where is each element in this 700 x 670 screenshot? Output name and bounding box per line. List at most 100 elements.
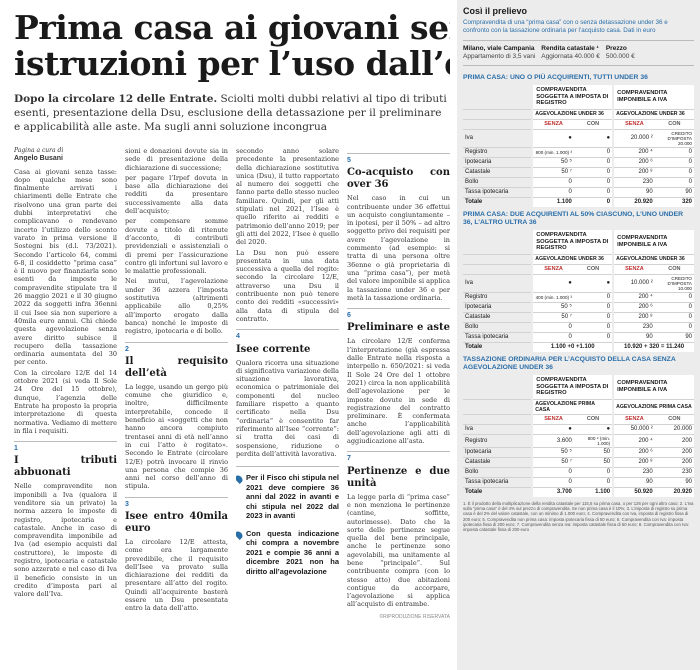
headline-line-1: Prima casa ai giovani senza tasse: (14, 10, 450, 47)
table-row: Iva ● ● 20.000 ² CREDITO D'IMPOSTA 20.000 (463, 129, 694, 148)
cell-value: ● (573, 424, 614, 435)
cell-value: 90 (654, 477, 694, 488)
cell-value: 200 ⁶ (612, 157, 655, 168)
paragraph: per pagare l’Irpef dovuta in base alla d… (125, 173, 228, 216)
article: Prima casa ai giovani senza tasse: istru… (14, 10, 450, 665)
cell-value: 0 (573, 147, 614, 158)
column-group-header: COMPRAVENDITA SOGGETTA A IMPOSTA DI REGI… (531, 230, 614, 255)
cell-value: 3.700 (531, 487, 574, 497)
column-group-header: COMPRAVENDITA IMPONIBILE A IVA (612, 375, 694, 400)
cell-value: 0 (573, 332, 614, 343)
cell-value: 50 (573, 457, 614, 468)
table: COMPRAVENDITA SOGGETTA A IMPOSTA DI REGI… (463, 230, 694, 352)
cell-value: 0 (654, 302, 694, 313)
info-label: Milano, viale Campania (463, 45, 535, 52)
row-label: Iva (463, 274, 533, 293)
highlight-text: Con questa indicazione chi compra a nove… (246, 528, 339, 576)
table-row: Bollo 0 0 230 0 (463, 322, 694, 333)
row-label: Tassa ipotecaria (463, 332, 533, 343)
senza-con-header: CON (654, 264, 694, 275)
article-columns: Pagina a cura di Angelo Busani Casa ai g… (14, 147, 450, 665)
row-label: Bollo (463, 322, 533, 333)
cell-value: 200 ⁸ (612, 457, 655, 468)
table-row: Iva ● ● 50.000 ² 20.000 (463, 424, 694, 435)
row-label: Iva (463, 424, 533, 435)
table-row: Bollo 0 0 230 0 (463, 177, 694, 188)
senza-con-header: CON (573, 264, 614, 275)
paragraph: Nel caso in cui un contribuente under 36… (347, 194, 450, 302)
info-price: Prezzo 500.000 € (606, 45, 641, 61)
cell-value: 0 (531, 322, 574, 333)
drop-icon (236, 474, 244, 485)
table-row: Tassa ipotecaria 0 0 90 90 (463, 187, 694, 198)
paragraph: Qualora ricorra una situazione di signif… (236, 358, 339, 458)
agevolazione-header: AGEVOLAZIONE UNDER 36 (612, 109, 694, 120)
cell-value: 200 ⁸ (612, 312, 655, 323)
table-row: Catastale 50 ⁷ 50 200 ⁸ 200 (463, 457, 694, 468)
cell-value: 200 (654, 447, 694, 458)
cell-value: 90 (612, 332, 655, 343)
paragraph: La circolare 12/E attesta, come era larg… (125, 537, 228, 613)
cell-value: 0 (654, 157, 694, 168)
senza-con-header: SENZA (612, 414, 655, 425)
cell-value: 0 (531, 467, 574, 478)
paragraph: per compensare somme dovute a titolo di … (125, 217, 228, 276)
cell-value: 90 (612, 187, 655, 198)
cell-value: 0 (654, 147, 694, 158)
cell-value: 0 (654, 167, 694, 178)
cell-value: 50 ⁷ (531, 312, 574, 323)
row-label: Ipotecaria (463, 157, 533, 168)
row-label: Catastale (463, 457, 533, 468)
info-location: Milano, viale Campania Appartamento di 3,… (463, 45, 541, 61)
cell-value: 0 (573, 292, 614, 303)
info-label: Prezzo (605, 45, 627, 52)
table-row: Totale 1.100 0 20.920 320 (463, 197, 694, 207)
paragraph: La legge parla di “prima case” e non men… (347, 492, 450, 609)
agevolazione-header: AGEVOLAZIONE UNDER 36 (531, 109, 614, 120)
section-number: 4 (236, 329, 339, 341)
section-title: Il requisito dell’età (125, 355, 228, 379)
property-info: Milano, viale Campania Appartamento di 3,… (463, 40, 694, 66)
table-title: PRIMA CASA: DUE ACQUIRENTI AL 50% CIASCU… (463, 211, 684, 226)
paragraph: Nei mutui, l’agevolazione under 36 azzer… (125, 277, 228, 336)
cell-value: 230 (612, 177, 655, 188)
tax-table: PRIMA CASA: UNO O PIÙ ACQUIRENTI, TUTTI … (463, 70, 694, 207)
info-value: Appartamento di 3,5 vani (463, 53, 536, 60)
headline-line-2: istruzioni per l’uso dall’età all’Isee (14, 44, 450, 83)
sidebar-box: Così il prelievo Compravendita di una “p… (457, 0, 700, 670)
info-label: Rendita catastale ¹ (541, 45, 599, 52)
section-title: Preliminare e aste (347, 322, 450, 334)
row-label: Tassa ipotecaria (463, 187, 533, 198)
sidebar-title: Così il prelievo (463, 6, 528, 16)
cell-value: 230 (612, 322, 655, 333)
cell-value: 200 ⁶ (612, 302, 655, 313)
cell-value: 200 ⁴ (612, 292, 655, 303)
footnote: 1. È il prodotto della moltiplicazione d… (463, 501, 694, 533)
cell-value: ● (531, 129, 574, 148)
cell-value: 200 ⁴ (612, 147, 655, 158)
row-label: Bollo (463, 177, 533, 188)
tax-table: TASSAZIONE ORDINARIA PER L’ACQUISTO DELL… (463, 352, 694, 497)
table-row: Ipotecaria 50 ⁵ 50 200 ⁶ 200 (463, 447, 694, 458)
cell-value: 50 ⁷ (531, 457, 574, 468)
table-row: Totale 3.700 1.100 50.920 20.920 (463, 487, 694, 497)
paragraph: sioni e donazioni dovute sia in sede di … (125, 147, 228, 172)
highlight-text: Per il Fisco chi stipula nel 2021 deve c… (246, 473, 339, 521)
senza-con-header: SENZA (531, 119, 574, 130)
cell-value: 20.920 (612, 197, 655, 207)
cell-value: 0 (654, 322, 694, 333)
row-label: Registro (463, 292, 533, 303)
cell-value: 0 (573, 312, 614, 323)
cell-value: 90 (612, 477, 655, 488)
info-rendita: Rendita catastale ¹ Aggiornata 40.000 € (541, 45, 606, 61)
cell-value: 0 (531, 332, 574, 343)
cell-value: CREDITO D'IMPOSTA 20.000 (654, 129, 694, 148)
section-title: Co-acquisto con over 36 (347, 167, 450, 191)
copyright-credit: ©RIPRODUZIONE RISERVATA (379, 613, 450, 620)
cell-value: 0 (573, 302, 614, 313)
cell-value: 50 ⁷ (531, 167, 574, 178)
tax-tables: PRIMA CASA: UNO O PIÙ ACQUIRENTI, TUTTI … (457, 70, 700, 497)
cell-value: 200 ⁶ (612, 447, 655, 458)
